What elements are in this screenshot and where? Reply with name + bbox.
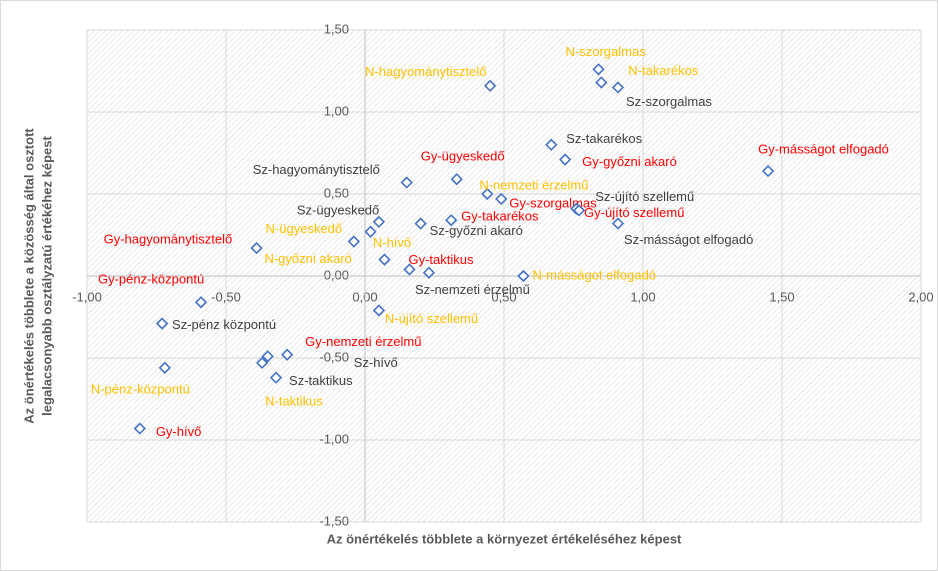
point-marker bbox=[414, 217, 427, 230]
point-marker bbox=[372, 215, 386, 229]
point-label: N-takarékos bbox=[628, 63, 699, 78]
point-label: Gy-takarékos bbox=[461, 209, 539, 224]
y-tick-label: -0,50 bbox=[319, 349, 349, 364]
point-marker bbox=[158, 361, 171, 374]
y-tick-label: 0,50 bbox=[324, 185, 349, 200]
point-label: Sz-pénz központú bbox=[172, 317, 276, 332]
point-marker bbox=[481, 187, 494, 201]
point-marker bbox=[517, 269, 530, 283]
point-label: Sz-győzni akaró bbox=[430, 223, 523, 238]
point-label: Gy-másságot elfogadó bbox=[758, 141, 889, 156]
point-label: Sz-újító szellemű bbox=[595, 189, 694, 204]
point-marker bbox=[483, 79, 497, 92]
y-tick-label: -1,00 bbox=[319, 431, 349, 446]
point-marker bbox=[281, 348, 294, 361]
point-label: Sz-nemzeti érzelmű bbox=[415, 282, 530, 297]
x-tick-label: 2,00 bbox=[908, 289, 933, 304]
point-label: Sz-hívő bbox=[354, 355, 398, 370]
point-marker bbox=[422, 266, 436, 279]
point-marker bbox=[133, 422, 146, 435]
point-marker bbox=[155, 317, 169, 330]
point-label: Sz-ügyeskedő bbox=[297, 202, 379, 217]
y-axis-title: legalacsonyabb osztályzatú értékéhez kép… bbox=[39, 136, 54, 416]
point-marker bbox=[250, 241, 263, 255]
x-tick-label: 0,50 bbox=[491, 289, 516, 304]
point-marker bbox=[450, 173, 463, 186]
point-marker bbox=[495, 192, 508, 206]
point-marker bbox=[347, 235, 361, 248]
point-marker bbox=[592, 63, 605, 76]
point-label: N-pénz-központú bbox=[91, 381, 190, 396]
x-tick-label: 1,50 bbox=[769, 289, 794, 304]
x-tick-label: -1,00 bbox=[72, 289, 102, 304]
y-tick-label: -1,50 bbox=[319, 513, 349, 528]
point-label: Gy-ügyeskedő bbox=[421, 149, 505, 164]
point-marker bbox=[611, 217, 625, 230]
point-label: N-szorgalmas bbox=[566, 44, 647, 59]
x-tick-label: 1,00 bbox=[630, 289, 655, 304]
point-label: N-másságot elfogadó bbox=[532, 267, 656, 282]
point-marker bbox=[378, 253, 391, 266]
y-tick-label: 1,50 bbox=[324, 21, 349, 36]
point-marker bbox=[403, 263, 416, 276]
point-marker bbox=[364, 225, 377, 238]
point-marker bbox=[372, 304, 386, 317]
point-marker bbox=[545, 138, 558, 151]
point-marker bbox=[256, 356, 269, 370]
x-tick-label: -0,50 bbox=[211, 289, 241, 304]
point-marker bbox=[261, 350, 274, 363]
point-label: Gy-újító szellemű bbox=[584, 205, 684, 220]
point-marker bbox=[445, 214, 458, 227]
point-marker bbox=[595, 76, 608, 89]
point-marker bbox=[611, 81, 625, 94]
x-axis-title: Az önértékelés többlete a környezet érté… bbox=[327, 531, 682, 546]
point-label: Gy-nemzeti érzelmű bbox=[305, 334, 421, 349]
point-label: Gy-hívő bbox=[156, 424, 202, 439]
point-label: Sz-másságot elfogadó bbox=[624, 232, 753, 247]
y-axis-title: Az önértékelés többlete a közösség által… bbox=[21, 128, 36, 424]
point-label: Sz-takarékos bbox=[566, 131, 642, 146]
point-label: Gy-taktikus bbox=[408, 252, 474, 267]
y-tick-label: 0,00 bbox=[324, 267, 349, 282]
point-label: Gy-hagyománytisztelő bbox=[104, 232, 233, 247]
point-marker bbox=[559, 153, 572, 166]
point-label: Gy-győzni akaró bbox=[582, 154, 677, 169]
point-label: Sz-hagyománytisztelő bbox=[253, 162, 380, 177]
point-marker bbox=[761, 164, 775, 178]
point-label: N-hagyománytisztelő bbox=[365, 64, 486, 79]
point-label: N-újító szellemű bbox=[385, 311, 478, 326]
point-label: N-ügyeskedő bbox=[266, 221, 343, 236]
point-label: Sz-taktikus bbox=[289, 373, 353, 388]
point-label: Gy-pénz-központú bbox=[98, 272, 204, 287]
point-label: N-nemzeti érzelmű bbox=[479, 177, 588, 192]
point-label: Sz-szorgalmas bbox=[626, 94, 712, 109]
point-marker bbox=[194, 296, 208, 309]
point-marker bbox=[269, 371, 283, 384]
point-label: N-hívő bbox=[373, 235, 411, 250]
point-label: N-taktikus bbox=[265, 393, 323, 408]
point-marker bbox=[400, 176, 413, 189]
y-tick-label: 1,00 bbox=[324, 103, 349, 118]
point-marker bbox=[572, 204, 586, 217]
point-label: N-győzni akaró bbox=[264, 251, 351, 266]
